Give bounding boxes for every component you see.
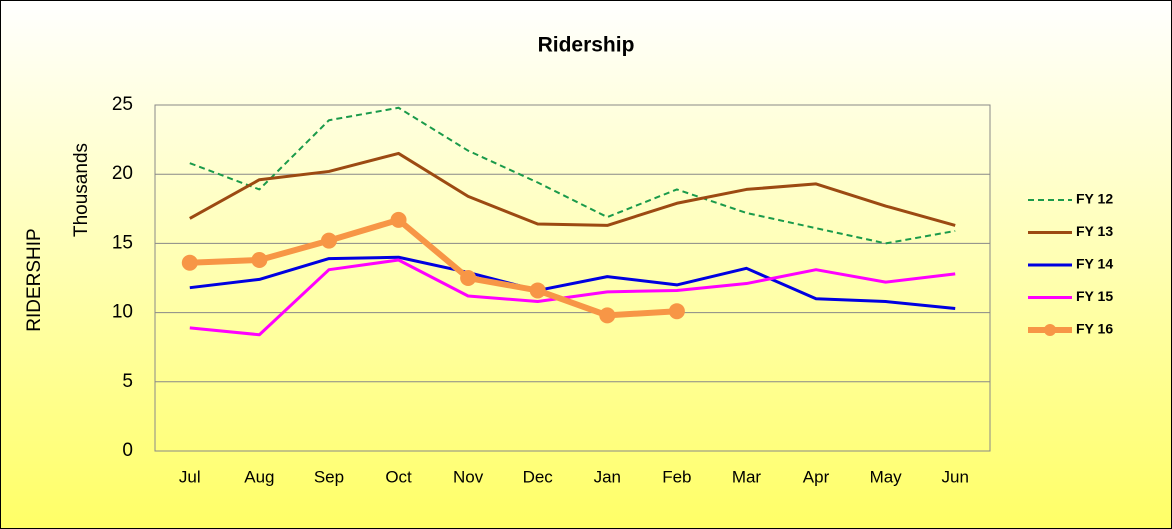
series-line xyxy=(189,216,678,319)
y-tick-label: 15 xyxy=(112,232,133,253)
series-marker xyxy=(251,252,268,269)
x-tick-label: Oct xyxy=(385,467,412,486)
legend-label: FY 12 xyxy=(1076,191,1113,207)
series-marker xyxy=(320,232,337,249)
x-tick-label: Jan xyxy=(594,467,621,486)
x-tick-label: Nov xyxy=(453,467,484,486)
series-line xyxy=(189,151,956,227)
series-marker xyxy=(181,254,198,271)
series-marker xyxy=(668,303,685,320)
series-marker xyxy=(599,307,616,324)
x-tick-label: Jun xyxy=(941,467,968,486)
x-tick-label: Mar xyxy=(732,467,762,486)
legend-label: FY 13 xyxy=(1076,223,1113,239)
legend-label: FY 14 xyxy=(1076,256,1113,272)
x-tick-label: Feb xyxy=(662,467,691,486)
x-tick-label: Dec xyxy=(523,467,554,486)
x-tick-label: Sep xyxy=(314,467,344,486)
y-unit-label: Thousands xyxy=(71,143,92,237)
y-tick-label: 0 xyxy=(122,440,133,461)
series-line xyxy=(189,106,956,245)
y-tick-label: 20 xyxy=(112,163,133,184)
legend-marker xyxy=(1044,324,1056,336)
x-tick-label: Aug xyxy=(244,467,274,486)
x-tick-label: Apr xyxy=(803,467,830,486)
x-tick-label: May xyxy=(870,467,903,486)
chart-title: Ridership xyxy=(538,34,635,57)
y-tick-label: 25 xyxy=(112,94,133,115)
series-marker xyxy=(460,270,477,286)
legend-label: FY 15 xyxy=(1076,288,1113,304)
series-line xyxy=(189,255,956,310)
series-line xyxy=(189,258,956,337)
x-tick-label: Jul xyxy=(179,467,201,486)
y-tick-label: 5 xyxy=(122,371,133,392)
series-marker xyxy=(390,211,407,228)
legend-label: FY 16 xyxy=(1076,321,1113,337)
y-axis-label: RIDERSHIP xyxy=(24,228,45,331)
series-marker xyxy=(529,282,546,299)
y-tick-label: 10 xyxy=(112,302,133,323)
